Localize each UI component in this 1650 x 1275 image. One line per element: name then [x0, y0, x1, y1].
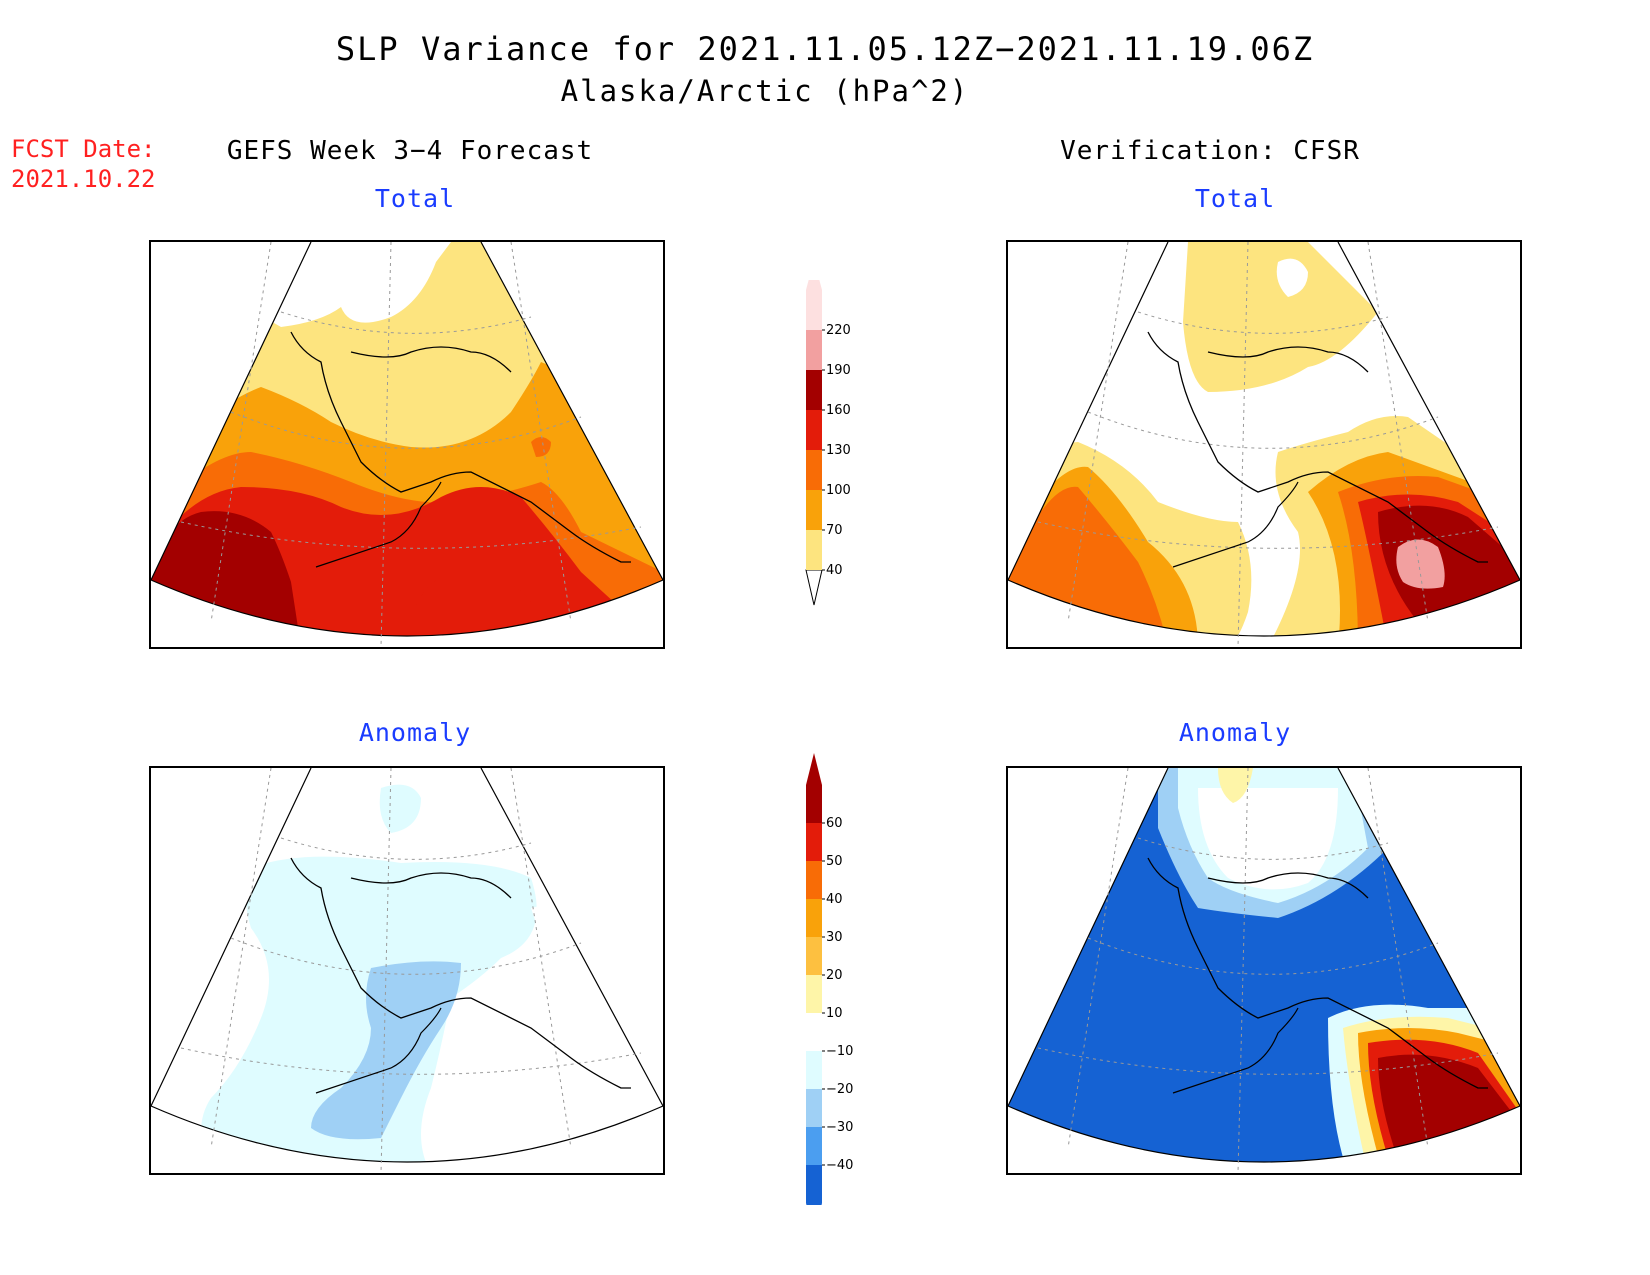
panel-title-verification-total: Total	[1194, 184, 1276, 213]
main-title: SLP Variance for 2021.11.05.12Z−2021.11.…	[335, 30, 1315, 68]
colorbar-anomaly-tick-label: 50	[826, 854, 843, 869]
fcst-date-label: FCST Date:	[11, 135, 156, 163]
colorbar-anomaly-tick-label: 60	[826, 816, 843, 831]
colorbar-anomaly-tick-label: −40	[826, 1158, 853, 1173]
colorbar-anomaly-swatch	[806, 1089, 822, 1127]
colorbar-total-tick-label: 130	[826, 443, 851, 458]
colorbar-total-lower-arrow	[805, 569, 823, 606]
colorbar-anomaly-swatch	[806, 975, 822, 1013]
colorbar-anomaly-tick-label: 10	[826, 1006, 843, 1021]
colorbar-total-swatch	[806, 410, 822, 450]
map-forecast-total-svg	[151, 242, 663, 647]
colorbar-anomaly-swatch	[806, 1013, 822, 1051]
colorbar-total-tick-label: 40	[826, 563, 843, 578]
colorbar-anomaly-tick-label: 30	[826, 930, 843, 945]
colorbar-anomaly-swatch	[806, 861, 822, 899]
colorbar-anomaly-swatch	[806, 899, 822, 937]
colorbar-total-swatch	[806, 370, 822, 410]
map-forecast-total	[149, 240, 665, 649]
colorbar-anomaly-swatch	[806, 1127, 822, 1165]
colorbar-total-swatch	[806, 290, 822, 330]
fcst-date-value: 2021.10.22	[11, 165, 156, 193]
colorbar-anomaly-tick-label: −30	[826, 1120, 853, 1135]
map-verification-total-svg	[1008, 242, 1520, 647]
colorbar-total-tick-label: 190	[826, 363, 851, 378]
colorbar-anomaly-tick-label: −10	[826, 1044, 853, 1059]
colorbar-anomaly-tick-label: 40	[826, 892, 843, 907]
panel-title-forecast-anomaly: Anomaly	[358, 718, 472, 747]
colorbar-anomaly-tick-label: 20	[826, 968, 843, 983]
right-column-title: Verification: CFSR	[1060, 136, 1360, 166]
colorbar-total-swatch	[806, 330, 822, 370]
colorbar-anomaly-swatch	[806, 937, 822, 975]
colorbar-total-tick-label: 100	[826, 483, 851, 498]
colorbar-anomaly-tick-label: −20	[826, 1082, 853, 1097]
colorbar-total-tick-label: 70	[826, 523, 843, 538]
map-forecast-anomaly-svg	[151, 768, 663, 1173]
colorbar-total-tick-label: 220	[826, 323, 851, 338]
left-column-title: GEFS Week 3−4 Forecast	[226, 136, 594, 166]
colorbar-total-swatch	[806, 490, 822, 530]
colorbar-anomaly-swatch	[806, 823, 822, 861]
colorbar-total-tick-label: 160	[826, 403, 851, 418]
colorbar-anomaly-swatch	[806, 1051, 822, 1089]
map-forecast-anomaly	[149, 766, 665, 1175]
main-subtitle: Alaska/Arctic (hPa^2)	[560, 74, 970, 108]
colorbar-total: 40 70 100 130 160 190 220	[805, 280, 851, 606]
colorbar-anomaly-upper-arrow	[806, 753, 822, 785]
map-verification-anomaly-svg	[1008, 768, 1520, 1173]
colorbar-anomaly-lower-arrow	[806, 1203, 822, 1205]
colorbar-total-swatch	[806, 530, 822, 570]
colorbar-total-upper-arrow	[806, 280, 822, 290]
colorbar-total-swatch	[806, 450, 822, 490]
map-verification-anomaly	[1006, 766, 1522, 1175]
colorbar-anomaly: 60 50 40 30 20 10 −10 −20 −30 −40	[806, 753, 853, 1205]
colorbar-anomaly-swatch	[806, 785, 822, 823]
panel-title-verification-anomaly: Anomaly	[1178, 718, 1292, 747]
map-verification-total	[1006, 240, 1522, 649]
panel-title-forecast-total: Total	[374, 184, 456, 213]
colorbar-anomaly-swatch	[806, 1165, 822, 1203]
